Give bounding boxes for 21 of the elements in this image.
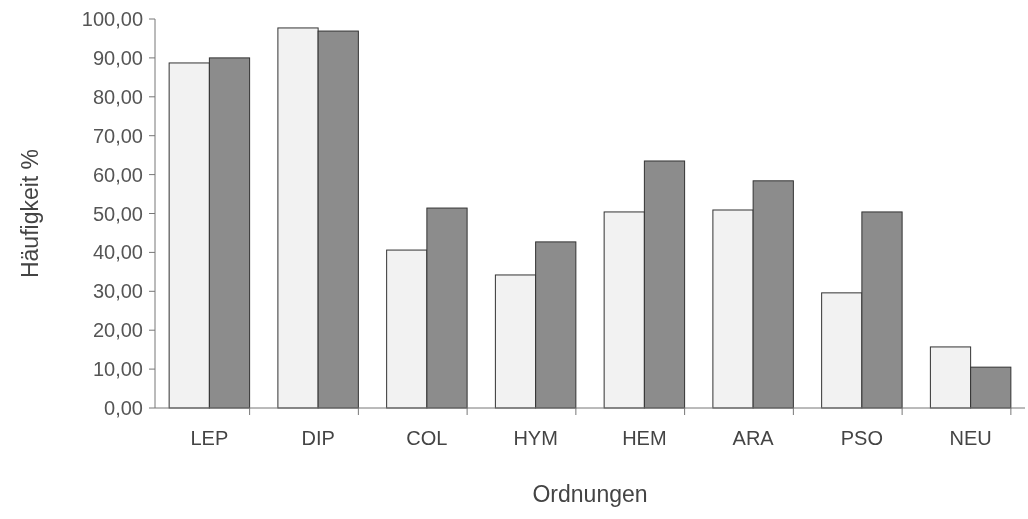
y-tick-label: 40,00 [92, 241, 143, 264]
x-tick-label: DIP [301, 427, 335, 449]
y-tick-label: 30,00 [92, 280, 143, 303]
y-tick-label: 0,00 [104, 397, 143, 419]
y-tick-label: 20,00 [92, 319, 143, 342]
y-tick-label: 10,00 [92, 358, 143, 381]
x-tick-label: NEU [949, 427, 992, 449]
y-tick-label: 60,00 [92, 163, 143, 186]
x-tick-label: HEM [622, 427, 667, 449]
y-tick-label: 50,00 [92, 202, 143, 225]
x-tick-label: LEP [190, 427, 229, 449]
x-axis-title: Ordnungen [532, 481, 648, 507]
y-axis-title: Häufigkeit % [17, 148, 43, 279]
x-tick-label: HYM [513, 427, 558, 449]
y-tick-label: 90,00 [92, 46, 143, 69]
y-tick-label: 70,00 [92, 124, 143, 147]
x-tick-label: ARA [732, 427, 775, 449]
x-tick-label: COL [406, 427, 448, 449]
y-tick-label: 100,00 [81, 8, 143, 30]
x-tick-label: PSO [840, 427, 883, 449]
y-tick-label: 80,00 [92, 85, 143, 108]
